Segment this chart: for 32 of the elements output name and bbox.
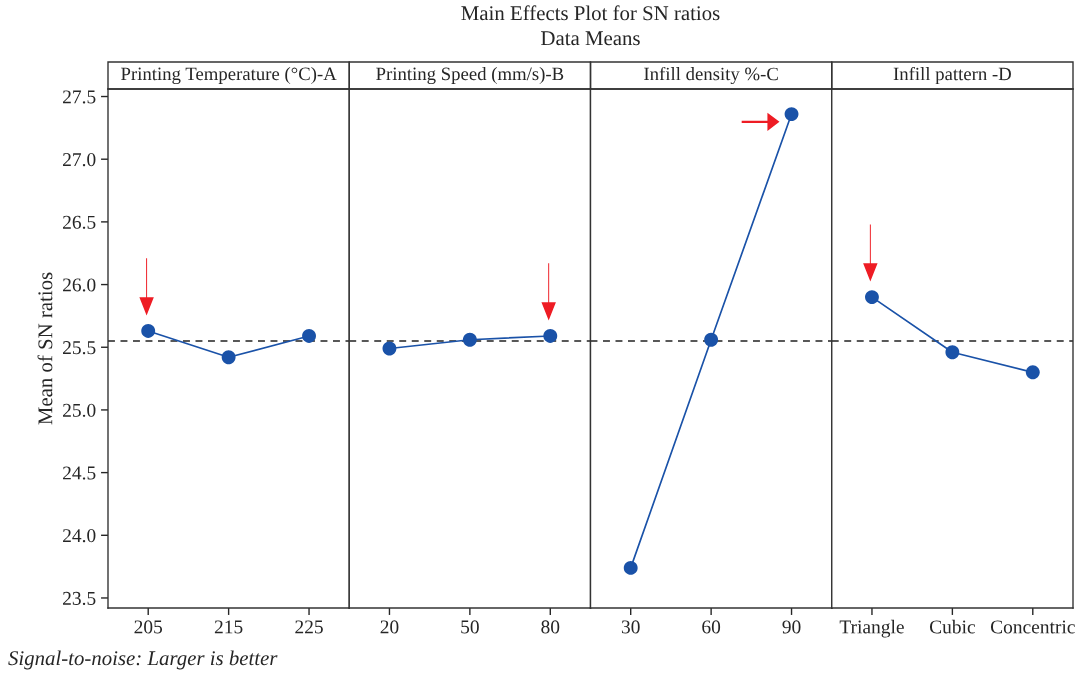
- y-tick-label: 25.5: [63, 341, 96, 355]
- x-tick-label: 80: [541, 620, 560, 634]
- text: Data Means: [541, 31, 640, 46]
- y-tick-label: 26.0: [63, 278, 96, 292]
- chart-title: Printing Speed (mm/s)-B: [376, 66, 564, 85]
- point: [221, 350, 236, 365]
- x-tick-label: Triangle: [839, 619, 904, 638]
- x-tick-label: 205: [134, 620, 163, 634]
- chart-title: Printing Temperature (°C)-A: [121, 66, 337, 85]
- x-tick-label: Cubic: [929, 619, 975, 634]
- text: Main Effects Plot for SN ratios: [461, 5, 720, 21]
- x-tick-label: 50: [461, 620, 479, 634]
- chart-title: Infill pattern -D: [893, 66, 1011, 85]
- point: [141, 324, 156, 338]
- x-tick-label: 60: [702, 620, 721, 634]
- y-tick-label: 27.5: [63, 90, 96, 104]
- y-tick-label: 27.0: [63, 153, 96, 167]
- chart-title: Infill density %-C: [644, 66, 778, 85]
- point: [302, 329, 316, 343]
- y-tick-label: 26.5: [63, 215, 96, 229]
- x-tick-label: 90: [782, 620, 801, 634]
- x-tick-label: 30: [621, 620, 640, 634]
- y-tick-label: 25.0: [63, 403, 96, 417]
- x-tick-label: 20: [380, 620, 399, 634]
- x-tick-label: 215: [214, 620, 243, 634]
- y-tick-label: 24.5: [63, 466, 96, 480]
- x-tick-label: 225: [295, 620, 323, 634]
- y-axis-title: Mean of SN ratios: [37, 272, 53, 425]
- text: Signal-to-noise: Larger is better: [8, 650, 278, 670]
- y-tick-label: 24.0: [63, 529, 96, 543]
- x-tick-label: Concentric: [990, 620, 1075, 634]
- y-tick-label: 23.5: [63, 591, 96, 605]
